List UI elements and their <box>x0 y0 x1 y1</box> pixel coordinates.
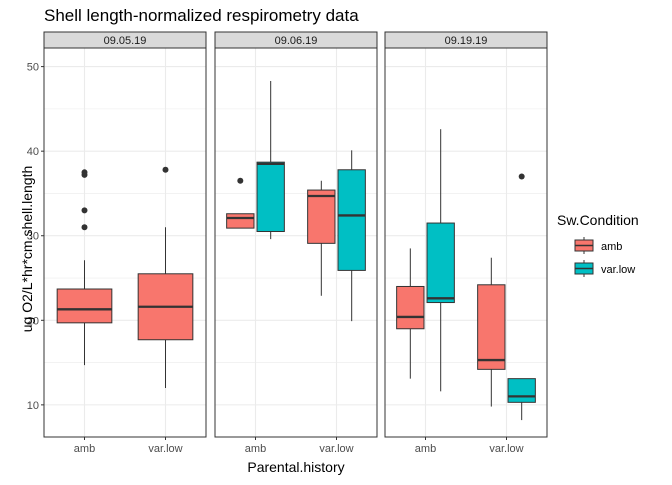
panel-border <box>384 47 548 438</box>
x-tick-label: var.low <box>489 443 523 455</box>
outlier-point <box>81 224 88 231</box>
legend-label: var.low <box>601 264 635 276</box>
y-tick-label: 40 <box>27 146 39 158</box>
x-tick-label: var.low <box>148 443 182 455</box>
facet-panel-2: 09.06.19 amb var.low <box>214 31 378 455</box>
legend-title: Sw.Condition <box>557 212 639 228</box>
y-tick-label: 50 <box>27 62 39 74</box>
panel-border <box>214 47 378 438</box>
box-amb-amb <box>56 169 113 366</box>
y-tick-label: 20 <box>27 315 39 327</box>
box-body <box>307 189 336 244</box>
y-axis-title: ug O2/L*hr*cm.shell.length <box>19 166 35 333</box>
box-var.low-var.low <box>337 150 366 322</box>
x-tick-label: amb <box>74 443 95 455</box>
panel-background <box>385 48 547 437</box>
box-body <box>396 285 425 330</box>
facet-panel-1: 09.05.19 amb var.low 10 20 30 40 50 <box>27 31 207 455</box>
facet-panel-3: 09.19.19 amb var.low <box>384 31 548 455</box>
panel-background <box>44 48 206 437</box>
outlier-point <box>81 207 88 214</box>
box-body <box>256 161 285 233</box>
x-tick-label: amb <box>415 443 436 455</box>
box-var.low-amb <box>137 166 194 388</box>
box-amb-var.low <box>426 129 455 392</box>
box-amb-amb <box>226 177 255 229</box>
box-var.low-amb <box>477 257 506 407</box>
box-body <box>477 284 506 370</box>
x-tick-label: amb <box>245 443 266 455</box>
box-amb-var.low <box>256 80 285 240</box>
box-body <box>337 169 366 271</box>
outlier-point <box>162 166 169 173</box>
box-body <box>226 213 255 229</box>
facet-label: 09.19.19 <box>445 35 488 47</box>
x-tick-label: var.low <box>319 443 353 455</box>
facet-panels: 09.05.19 amb var.low 10 20 30 40 50 09.06.19 amb v… <box>27 31 548 455</box>
box-body <box>426 222 455 304</box>
box-amb-amb <box>396 248 425 379</box>
y-tick-label: 10 <box>27 400 39 412</box>
panel-border <box>43 47 207 438</box>
box-body <box>507 378 536 403</box>
legend-items: amb var.low <box>574 237 635 277</box>
legend-item-var.low: var.low <box>574 260 635 277</box>
box-var.low-var.low <box>507 173 536 421</box>
y-tick-label: 30 <box>27 231 39 243</box>
legend-item-amb: amb <box>574 237 622 254</box>
x-axis-title: Parental.history <box>247 459 344 475</box>
outlier-point <box>81 169 88 176</box>
legend: Sw.Condition amb var.low <box>557 212 639 277</box>
facet-label: 09.05.19 <box>104 35 147 47</box>
chart-title: Shell length-normalized respirometry dat… <box>44 6 359 25</box>
box-body <box>56 288 113 324</box>
facet-label: 09.06.19 <box>275 35 318 47</box>
box-var.low-amb <box>307 180 336 296</box>
outlier-point <box>237 177 244 184</box>
outlier-point <box>518 173 525 180</box>
legend-label: amb <box>601 241 622 253</box>
